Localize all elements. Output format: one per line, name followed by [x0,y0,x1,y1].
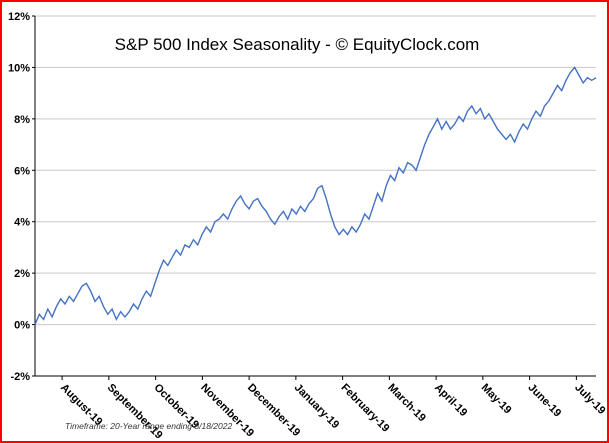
y-tick-label: 10% [8,62,30,74]
x-tick-label: April-19 [432,382,469,419]
y-tick-label: 4% [14,217,30,229]
axes [34,16,596,377]
x-axis-labels: August-19 September-19October-19November-… [58,376,607,441]
y-tick-label: 12% [8,11,30,23]
y-tick-label: 8% [14,114,30,126]
x-tick-label: July-19 [572,382,607,417]
chart-title: S&P 500 Index Seasonality - © EquityCloc… [115,35,480,54]
y-tick-label: -2% [10,371,30,383]
y-axis-labels: -2% 0% 2% 4% 6% 8% 10% 12% [8,11,35,383]
y-tick-label: 2% [14,268,30,280]
y-tick-label: 6% [14,165,30,177]
gridlines [35,15,596,326]
series-line [34,66,597,325]
timeframe-footnote: Timeframe: 20-Year range ending 8/18/202… [65,421,232,431]
x-tick-label: March-19 [385,382,428,425]
x-tick-label: June-19 [525,382,563,420]
x-tick-label: February-19 [338,382,391,435]
x-tick-label: January-19 [292,382,342,432]
x-tick-label: May-19 [479,382,514,417]
y-tick-label: 0% [14,320,30,332]
